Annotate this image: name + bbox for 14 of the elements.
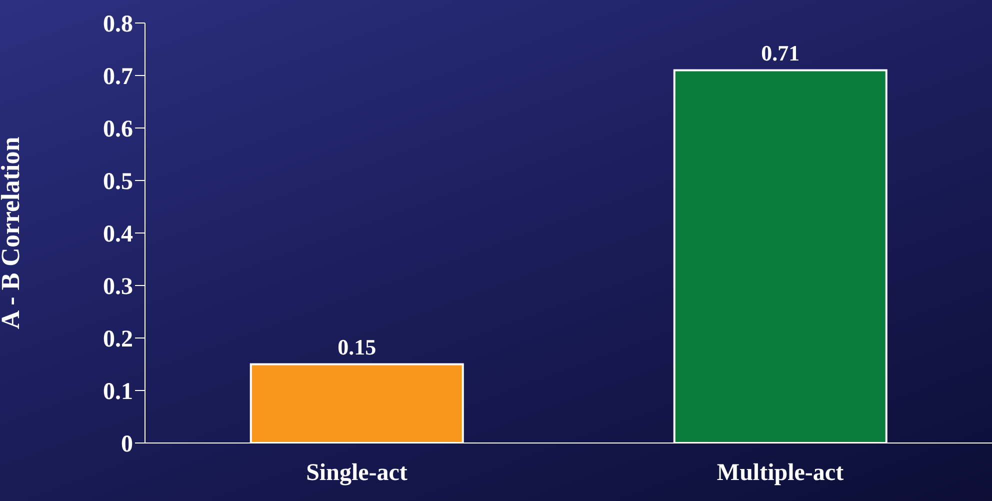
y-tick-label: 0.7 [103, 64, 133, 90]
y-axis-title: A - B Correlation [0, 136, 26, 330]
y-tick-label: 0.8 [103, 12, 133, 38]
y-tick-label: 0 [121, 432, 133, 458]
data-label: 0.71 [761, 40, 800, 66]
x-tick-label: Multiple-act [716, 460, 844, 486]
y-tick-label: 0.6 [103, 116, 133, 143]
y-tick-label: 0.3 [103, 274, 133, 300]
y-tick-label: 0.4 [103, 222, 133, 248]
y-tick-label: 0.1 [103, 379, 133, 406]
y-tick-label: 0.2 [103, 326, 133, 353]
data-label: 0.15 [338, 334, 376, 360]
x-tick-label: Single-act [306, 460, 408, 486]
y-tick-label: 0.5 [103, 169, 133, 196]
